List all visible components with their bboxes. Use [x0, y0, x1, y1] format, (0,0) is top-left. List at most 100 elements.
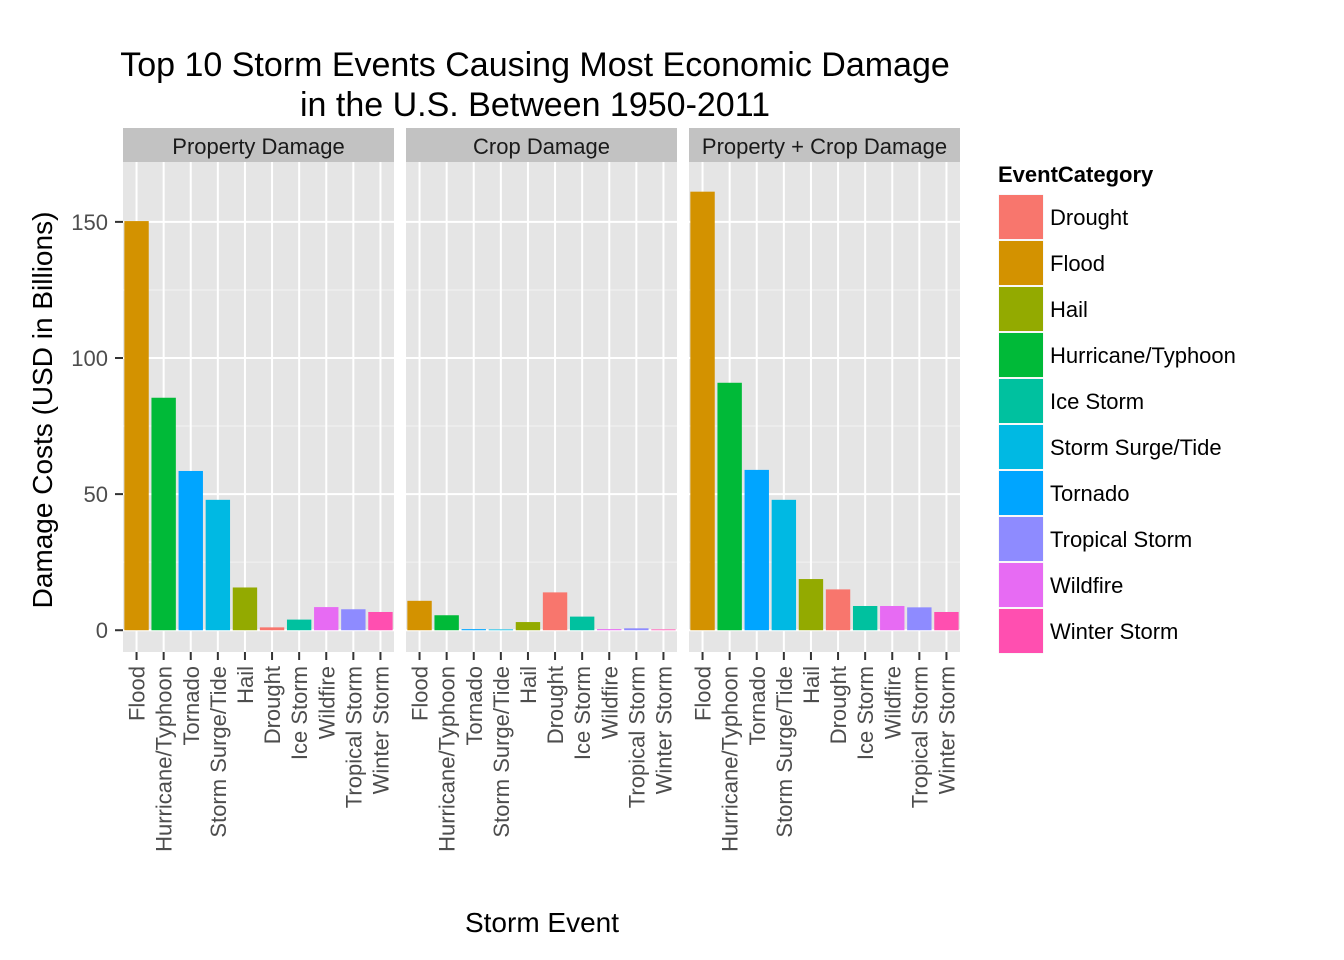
bar-property-crop-damage-hurricane-typhoon	[717, 382, 742, 631]
x-tick-label: Storm Surge/Tide	[206, 666, 231, 838]
bar-crop-damage-ice-storm	[569, 616, 595, 631]
bar-property-crop-damage-hail	[798, 579, 824, 631]
chart-title-line2: in the U.S. Between 1950-2011	[300, 86, 770, 124]
legend-label-tornado: Tornado	[1050, 481, 1130, 506]
legend-label-flood: Flood	[1050, 251, 1105, 276]
panel-property-damage: Property Damage Flood Hurricane/Typhoon Tor…	[123, 128, 394, 852]
legend-swatch-tropical-storm	[999, 517, 1043, 561]
bar-crop-damage-winter-storm	[651, 629, 676, 631]
x-tick-label: Winter Storm	[934, 666, 959, 794]
bar-property-crop-damage-ice-storm	[852, 605, 878, 631]
legend-swatch-ice-storm	[999, 379, 1043, 423]
facet-strip-label: Property + Crop Damage	[702, 134, 947, 159]
legend-swatch-wildfire	[999, 563, 1043, 607]
legend-title: EventCategory	[998, 162, 1154, 187]
legend-label-hail: Hail	[1050, 297, 1088, 322]
y-tick-label: 50	[84, 482, 108, 507]
bar-property-crop-damage-winter-storm	[934, 611, 959, 631]
legend-label-wildfire: Wildfire	[1050, 573, 1123, 598]
legend-swatch-hail	[999, 287, 1043, 331]
legend-label-drought: Drought	[1050, 205, 1128, 230]
legend-swatch-storm-surge-tide	[999, 425, 1043, 469]
x-tick-label: Tropical Storm	[624, 666, 649, 808]
bar-property-crop-damage-wildfire	[880, 605, 905, 631]
facet-strip	[689, 128, 960, 162]
legend-label-storm-surge-tide: Storm Surge/Tide	[1050, 435, 1222, 460]
facet-strip	[123, 128, 394, 162]
bar-crop-damage-tornado	[461, 629, 486, 631]
facet-strip	[406, 128, 677, 162]
facet-strip-label: Property Damage	[172, 134, 344, 159]
x-tick-label: Drought	[260, 666, 285, 744]
x-tick-label: Tornado	[462, 666, 487, 746]
x-tick-label: Wildfire	[880, 666, 905, 739]
x-tick-label: Drought	[543, 666, 568, 744]
x-tick-label: Hurricane/Typhoon	[152, 666, 177, 852]
x-tick-label: Hail	[233, 666, 258, 704]
panel-crop-damage: Crop Damage Flood Hurricane/Typhoon Tornado…	[406, 128, 677, 852]
legend-swatch-winter-storm	[999, 609, 1043, 653]
x-tick-label: Tropical Storm	[341, 666, 366, 808]
bar-property-damage-winter-storm	[368, 611, 393, 631]
x-axis-label: Storm Event	[465, 907, 619, 938]
bar-crop-damage-hurricane-typhoon	[434, 615, 459, 631]
y-axis-label: Damage Costs (USD in Billions)	[27, 212, 58, 609]
bar-property-crop-damage-tornado	[744, 469, 769, 631]
bar-property-damage-ice-storm	[286, 619, 312, 631]
x-tick-label: Ice Storm	[287, 666, 312, 760]
facet-strip-label: Crop Damage	[473, 134, 610, 159]
bar-crop-damage-tropical-storm	[624, 628, 649, 631]
bar-property-crop-damage-drought	[825, 589, 851, 631]
bar-property-damage-drought	[259, 627, 285, 631]
x-tick-label: Ice Storm	[853, 666, 878, 760]
x-tick-label: Hurricane/Typhoon	[435, 666, 460, 852]
x-tick-label: Storm Surge/Tide	[489, 666, 514, 838]
y-axis: 0 50 100 150	[71, 210, 123, 643]
x-tick-label: Flood	[691, 666, 716, 721]
legend: EventCategory Drought Flood Hail Hurricane/…	[997, 162, 1236, 655]
x-tick-label: Hail	[799, 666, 824, 704]
legend-label-tropical-storm: Tropical Storm	[1050, 527, 1192, 552]
panel-property-crop-damage: Property + Crop Damage Flood Hurricane/Typ…	[689, 128, 960, 852]
y-tick-label: 100	[71, 346, 108, 371]
bar-property-damage-storm-surge-tide	[205, 499, 231, 631]
bar-property-damage-tropical-storm	[341, 609, 366, 631]
legend-label-ice-storm: Ice Storm	[1050, 389, 1144, 414]
bar-crop-damage-wildfire	[597, 629, 622, 631]
panel-background	[406, 162, 677, 652]
legend-label-hurricane-typhoon: Hurricane/Typhoon	[1050, 343, 1236, 368]
legend-swatch-hurricane-typhoon	[999, 333, 1043, 377]
x-tick-label: Flood	[125, 666, 150, 721]
legend-swatch-tornado	[999, 471, 1043, 515]
bar-property-damage-tornado	[178, 470, 203, 631]
x-tick-label: Hail	[516, 666, 541, 704]
bar-property-damage-flood	[124, 221, 149, 631]
y-tick-label: 150	[71, 210, 108, 235]
legend-label-winter-storm: Winter Storm	[1050, 619, 1178, 644]
x-tick-label: Tropical Storm	[907, 666, 932, 808]
bar-property-damage-wildfire	[314, 607, 339, 631]
x-tick-label: Tornado	[179, 666, 204, 746]
bar-crop-damage-storm-surge-tide	[488, 629, 514, 631]
x-tick-label: Wildfire	[314, 666, 339, 739]
y-tick-label: 0	[96, 618, 108, 643]
x-tick-label: Winter Storm	[651, 666, 676, 794]
bar-property-crop-damage-storm-surge-tide	[771, 499, 797, 631]
x-tick-label: Tornado	[745, 666, 770, 746]
x-tick-label: Wildfire	[597, 666, 622, 739]
bar-crop-damage-flood	[407, 600, 432, 631]
legend-swatch-flood	[999, 241, 1043, 285]
bar-property-damage-hail	[232, 587, 258, 631]
x-tick-label: Storm Surge/Tide	[772, 666, 797, 838]
x-tick-label: Flood	[408, 666, 433, 721]
bar-crop-damage-hail	[515, 622, 541, 631]
x-tick-label: Ice Storm	[570, 666, 595, 760]
bar-property-crop-damage-flood	[690, 191, 715, 631]
bar-property-crop-damage-tropical-storm	[907, 607, 932, 631]
bar-property-damage-hurricane-typhoon	[151, 397, 176, 631]
legend-swatch-drought	[999, 195, 1043, 239]
x-tick-label: Winter Storm	[368, 666, 393, 794]
x-tick-label: Drought	[826, 666, 851, 744]
